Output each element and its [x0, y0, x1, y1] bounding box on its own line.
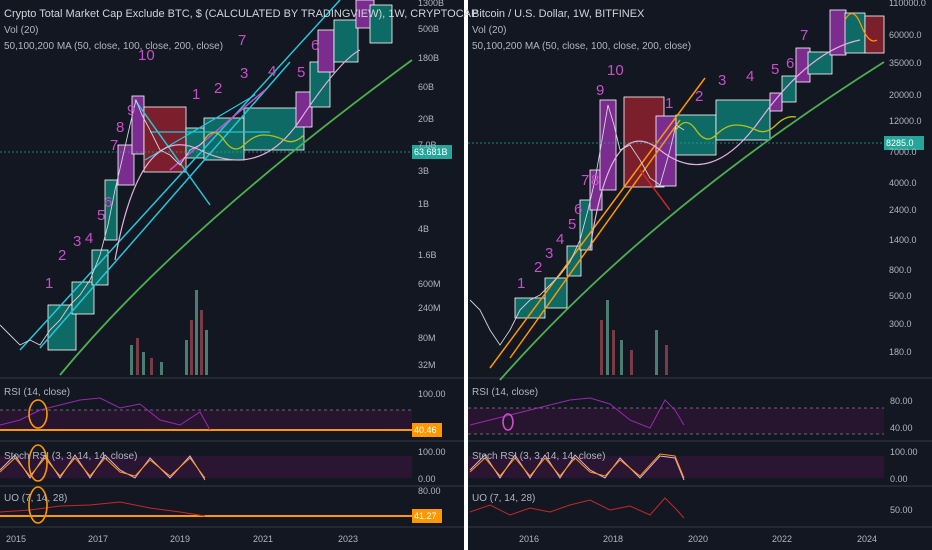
left-box-12	[317, 29, 335, 73]
left-stoch-line-d	[0, 457, 206, 479]
left-cyan-diag	[134, 99, 211, 206]
left-uo-line	[0, 501, 206, 517]
right-box-11	[781, 75, 797, 103]
left-volume-bar	[200, 310, 203, 375]
right-box-4	[579, 199, 593, 251]
left-volume-bar	[142, 352, 145, 375]
right-ma-50	[675, 116, 797, 140]
left-ma-100	[114, 49, 361, 261]
left-volume-bar	[150, 358, 153, 375]
right-price-axis	[884, 0, 932, 550]
left-uo-value-tag	[412, 509, 442, 523]
right-ma-100	[589, 39, 861, 251]
left-rsi-band	[0, 410, 412, 430]
left-volume-bar	[185, 340, 188, 375]
left-volume-bar	[130, 345, 133, 375]
left-box-15	[369, 4, 393, 44]
left-stoch-ellipse	[28, 444, 48, 482]
right-uo-line	[469, 497, 685, 519]
right-current-price-tag	[884, 136, 924, 150]
right-rsi-ellipse	[502, 413, 514, 431]
right-volume-bar	[620, 340, 623, 375]
left-cyan-trend-upper	[19, 0, 341, 351]
left-box-10	[295, 91, 313, 128]
left-volume-bar	[205, 330, 208, 375]
right-box-10	[769, 92, 783, 112]
left-ma-50	[203, 131, 305, 150]
right-ma-200	[499, 61, 885, 381]
right-box-3	[566, 245, 582, 277]
right-price-series	[469, 104, 685, 346]
left-stoch-band	[0, 456, 412, 478]
right-volume-bar	[600, 320, 603, 375]
left-rsi-value: 40.46	[414, 425, 437, 435]
right-volume-bars	[600, 300, 668, 375]
left-volume-bar	[160, 362, 163, 375]
left-rsi-line	[0, 397, 211, 431]
left-rsi-ellipse	[28, 399, 48, 429]
left-uo-ellipse	[28, 486, 48, 524]
left-box-9	[243, 107, 305, 151]
right-current-price-text: 8285.0	[886, 138, 914, 148]
right-orange-trend-upper	[489, 77, 706, 369]
right-volume-bar	[612, 330, 615, 375]
right-volume-bar	[606, 300, 609, 375]
left-price-series	[0, 98, 206, 346]
right-box-13	[807, 51, 833, 75]
left-box-13	[333, 19, 359, 63]
right-trendlines	[489, 13, 885, 381]
right-box-15	[844, 12, 866, 54]
left-rsi-value-tag	[412, 423, 442, 437]
left-volume-bars	[130, 290, 208, 375]
left-trendlines	[19, 0, 413, 376]
right-red-diag	[639, 169, 671, 211]
panel-divider	[464, 0, 468, 550]
right-box-9	[715, 99, 771, 141]
left-volume-bar	[195, 290, 198, 375]
left-ma-200	[59, 59, 413, 376]
right-volume-bar	[665, 345, 668, 375]
right-volume-bar	[630, 350, 633, 375]
left-cyan-trend-lower	[39, 61, 291, 349]
left-current-price-text: 63.681B	[414, 147, 448, 157]
right-stoch-line-d	[469, 453, 685, 479]
right-box-7	[655, 115, 677, 187]
right-box-14	[829, 9, 847, 56]
right-box-8	[675, 114, 717, 156]
left-volume-bar	[190, 320, 193, 375]
left-current-price-tag	[412, 145, 452, 159]
right-orange-trend-lower	[509, 119, 681, 359]
right-volume-bar	[655, 330, 658, 375]
left-uo-value: 41.27	[414, 511, 437, 521]
right-box-16	[864, 15, 885, 54]
left-box-5	[117, 144, 135, 186]
right-orange-curve	[844, 13, 878, 42]
left-price-axis	[412, 0, 464, 550]
right-box-6	[599, 99, 617, 191]
left-volume-bar	[136, 338, 139, 375]
